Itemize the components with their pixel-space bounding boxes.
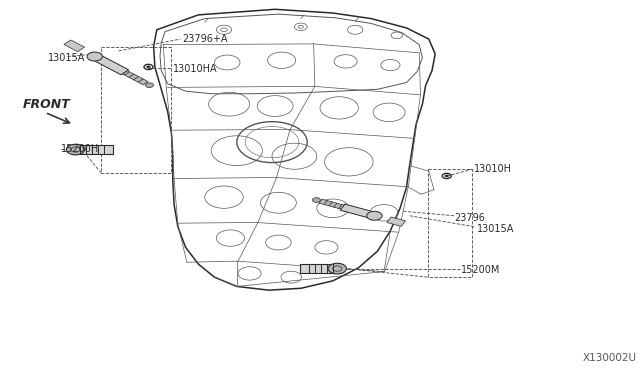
Polygon shape (331, 263, 340, 269)
Polygon shape (122, 71, 148, 85)
Text: X130002U: X130002U (583, 353, 637, 363)
Polygon shape (91, 54, 129, 75)
Polygon shape (64, 40, 84, 52)
Circle shape (445, 175, 449, 177)
Polygon shape (300, 264, 337, 273)
Polygon shape (69, 144, 78, 150)
Text: 23796+A: 23796+A (182, 34, 228, 44)
Polygon shape (95, 53, 102, 57)
Polygon shape (340, 204, 377, 219)
Polygon shape (371, 216, 379, 220)
Polygon shape (367, 216, 374, 220)
Polygon shape (95, 57, 102, 61)
Polygon shape (319, 199, 344, 209)
Polygon shape (76, 144, 84, 150)
Text: 13015A: 13015A (477, 224, 514, 234)
Polygon shape (76, 145, 113, 154)
Circle shape (312, 198, 321, 202)
Text: 13015A: 13015A (48, 53, 85, 62)
Text: FRONT: FRONT (22, 98, 70, 110)
Polygon shape (337, 267, 346, 272)
Text: 13010H: 13010H (474, 164, 511, 174)
Polygon shape (374, 212, 382, 216)
Text: 15200H: 15200H (61, 144, 99, 154)
Polygon shape (87, 52, 95, 57)
Polygon shape (367, 212, 374, 216)
Polygon shape (370, 212, 378, 216)
Polygon shape (337, 263, 346, 269)
Polygon shape (73, 150, 82, 155)
Polygon shape (92, 52, 100, 57)
Polygon shape (87, 56, 95, 60)
Text: 13010HA: 13010HA (173, 64, 218, 74)
Polygon shape (328, 265, 337, 270)
Polygon shape (76, 148, 84, 153)
Text: 23796: 23796 (454, 213, 485, 222)
Polygon shape (387, 217, 406, 226)
Polygon shape (67, 150, 76, 155)
Polygon shape (328, 269, 337, 274)
Polygon shape (90, 57, 97, 61)
Text: 15200M: 15200M (461, 265, 500, 275)
Circle shape (147, 66, 150, 68)
Circle shape (145, 83, 154, 87)
Polygon shape (67, 146, 76, 151)
Polygon shape (374, 215, 382, 219)
Polygon shape (335, 269, 344, 274)
